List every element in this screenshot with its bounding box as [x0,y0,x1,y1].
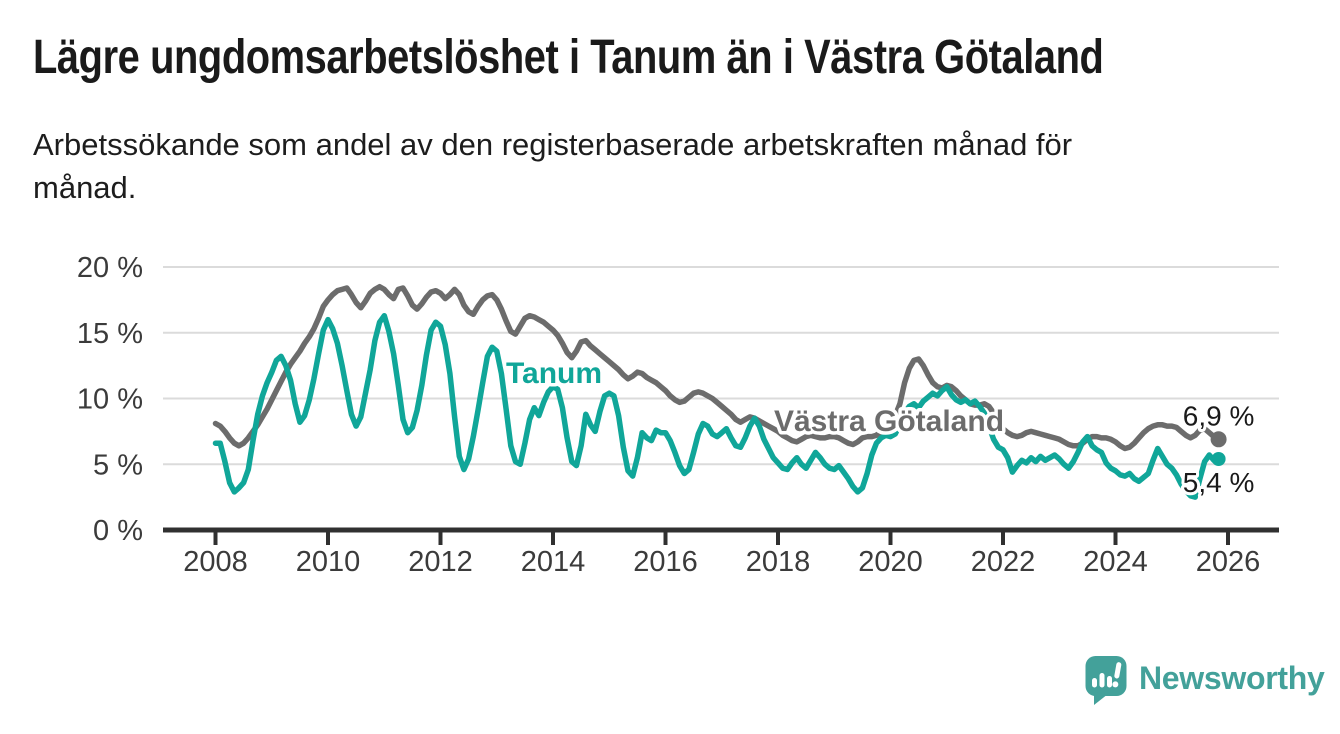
subtitle-line-2: månad. [33,169,137,205]
exclamation-mark [1112,662,1122,688]
y-axis-label: 0 % [93,515,143,547]
bar-3 [1107,676,1112,688]
series-line-vastra-gotaland [212,283,1222,452]
x-axis-label: 2008 [183,546,248,578]
newsworthy-logo: Newsworthy [1085,656,1325,706]
series-label-vastra-gotaland: Västra Götaland [774,405,1004,438]
subtitle-line-1: Arbetssökande som andel av den registerb… [33,127,1073,162]
x-axis-label: 2022 [971,546,1036,578]
x-axis-label: 2018 [746,546,811,578]
end-value-label-tanum: 5,4 % [1183,467,1255,498]
end-dot-vastra-gotaland [1210,431,1227,448]
series-line-tanum [212,312,1222,500]
newsworthy-wordmark: Newsworthy [1139,660,1325,696]
y-axis-label: 15 % [77,318,143,350]
x-axis-label: 2020 [858,546,923,578]
y-axis-label: 20 % [77,252,143,284]
bar-2 [1099,673,1105,688]
series-label-tanum: Tanum [506,357,602,390]
x-axis-label: 2012 [408,546,473,578]
y-axis-label: 5 % [93,449,143,481]
y-axis-label: 10 % [77,384,143,416]
x-axis-label: 2024 [1083,546,1148,578]
x-axis-label: 2026 [1196,546,1261,578]
x-axis-label: 2010 [296,546,361,578]
newsworthy-icon [1085,656,1127,705]
end-dot-tanum [1211,452,1226,466]
chart-title: Lägre ungdomsarbetslöshet i Tanum än i V… [33,31,1104,84]
chart-subtitle: Arbetssökande som andel av den registerb… [33,124,1072,210]
end-value-label-vastra-gotaland: 6,9 % [1183,400,1255,431]
speech-bubble-tail [1094,692,1108,705]
bar-1 [1092,678,1097,688]
x-axis-label: 2014 [521,546,586,578]
x-axis-label: 2016 [633,546,698,578]
